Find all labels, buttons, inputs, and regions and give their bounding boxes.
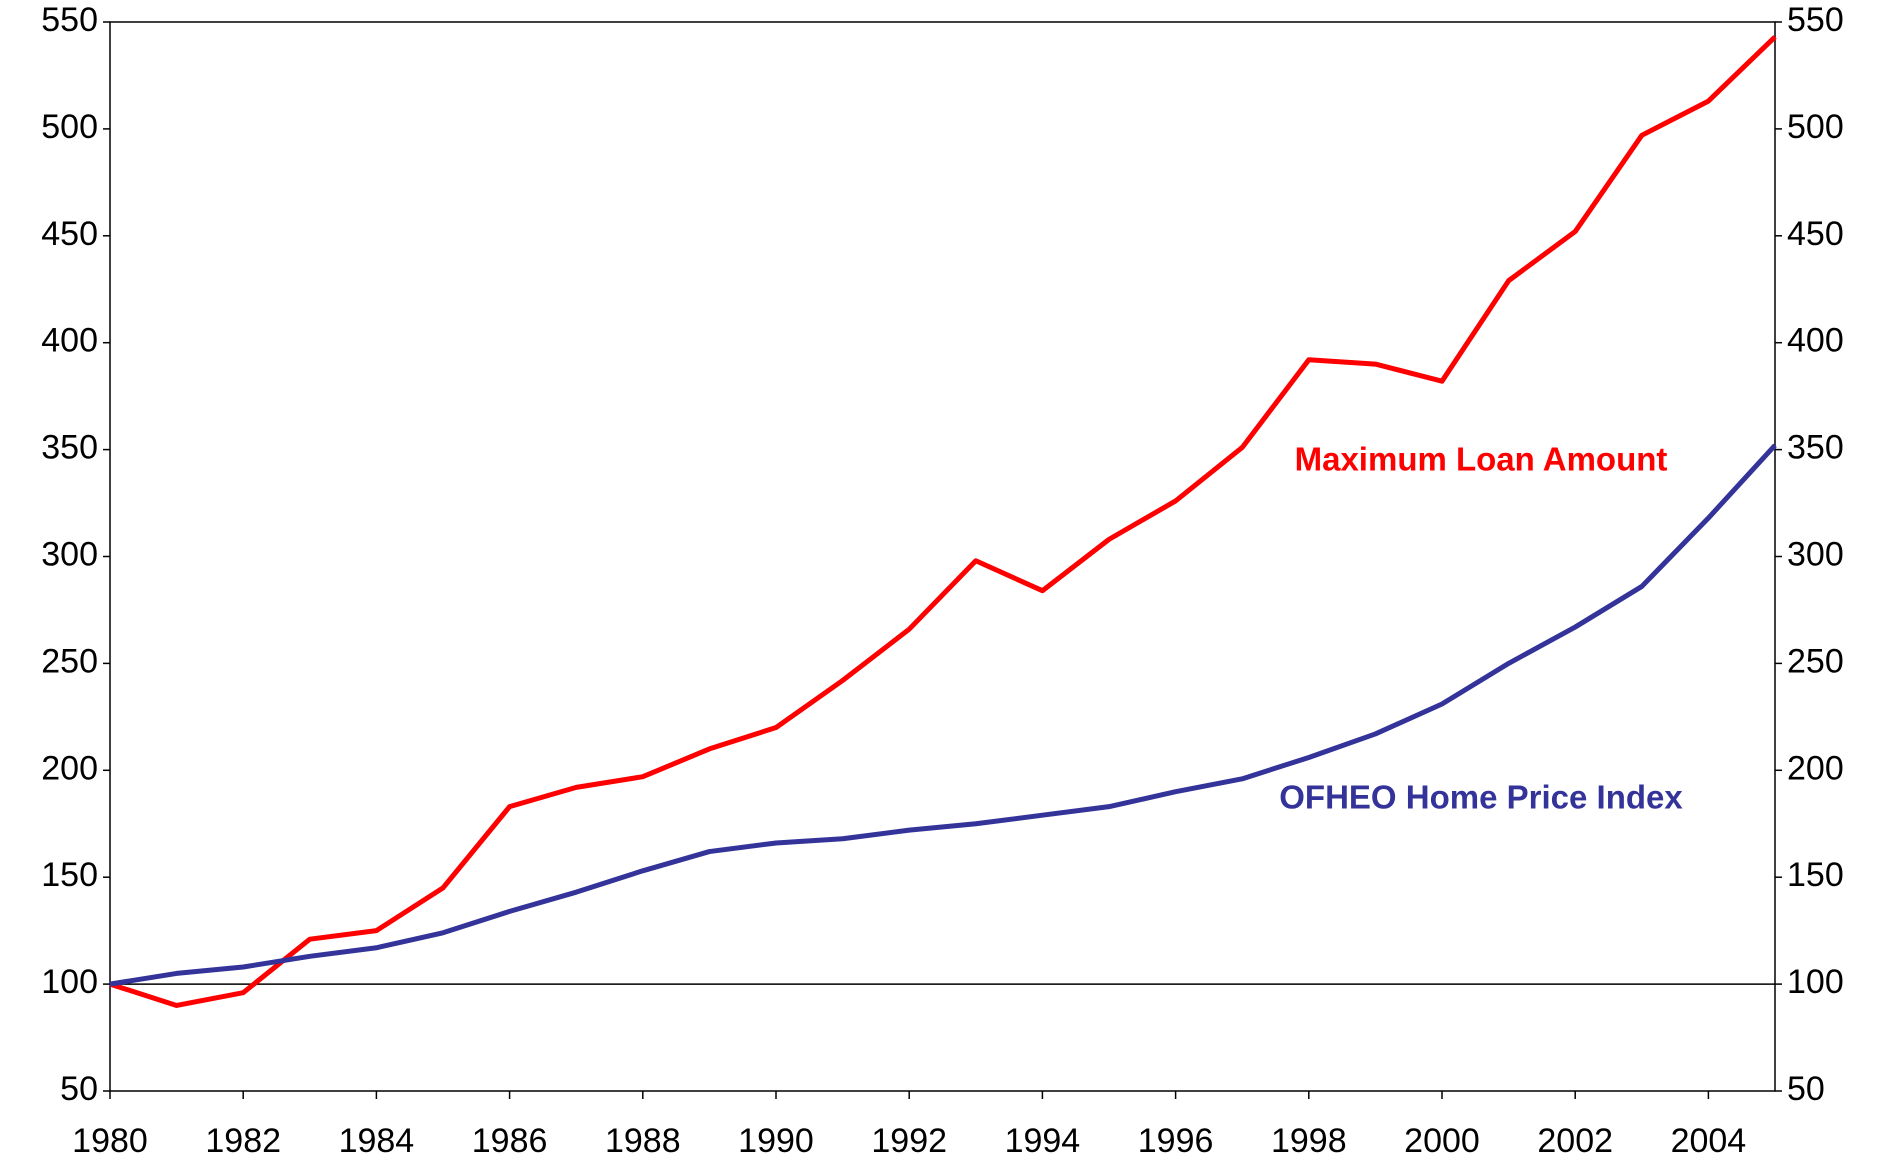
series-label: OFHEO Home Price Index bbox=[1279, 779, 1683, 816]
x-tick-label: 1996 bbox=[1138, 1122, 1214, 1160]
x-tick-label: 2002 bbox=[1537, 1122, 1613, 1160]
x-tick-label: 1982 bbox=[205, 1122, 281, 1160]
series-line bbox=[109, 443, 1777, 987]
x-tick-label: 1990 bbox=[738, 1122, 814, 1160]
series-line bbox=[109, 35, 1777, 1008]
x-tick-label: 1994 bbox=[1005, 1122, 1081, 1160]
x-tick-label: 1986 bbox=[472, 1122, 548, 1160]
y2-tick-label: 200 bbox=[1787, 749, 1844, 787]
y-tick-label: 450 bbox=[41, 215, 98, 253]
series-label: Maximum Loan Amount bbox=[1295, 441, 1668, 478]
y2-tick-label: 300 bbox=[1787, 535, 1844, 573]
y2-tick-label: 500 bbox=[1787, 108, 1844, 146]
x-tick-label: 1988 bbox=[605, 1122, 681, 1160]
y2-tick-label: 550 bbox=[1787, 1, 1844, 39]
x-tick-label: 2004 bbox=[1671, 1122, 1747, 1160]
y2-tick-label: 350 bbox=[1787, 429, 1844, 467]
y-tick-label: 300 bbox=[41, 535, 98, 573]
y-tick-label: 550 bbox=[41, 1, 98, 39]
y2-tick-label: 50 bbox=[1787, 1070, 1825, 1108]
y2-tick-label: 250 bbox=[1787, 642, 1844, 680]
x-tick-label: 1984 bbox=[339, 1122, 415, 1160]
y-tick-label: 200 bbox=[41, 749, 98, 787]
y2-tick-label: 400 bbox=[1787, 322, 1844, 360]
y2-tick-label: 100 bbox=[1787, 963, 1844, 1001]
y-tick-label: 150 bbox=[41, 856, 98, 894]
y-tick-label: 100 bbox=[41, 963, 98, 1001]
y-tick-label: 250 bbox=[41, 642, 98, 680]
y-tick-label: 400 bbox=[41, 322, 98, 360]
y-tick-label: 350 bbox=[41, 429, 98, 467]
x-tick-label: 1980 bbox=[72, 1122, 148, 1160]
y2-tick-label: 150 bbox=[1787, 856, 1844, 894]
x-tick-label: 1998 bbox=[1271, 1122, 1347, 1160]
y-tick-label: 500 bbox=[41, 108, 98, 146]
x-tick-label: 2000 bbox=[1404, 1122, 1480, 1160]
y2-tick-label: 450 bbox=[1787, 215, 1844, 253]
x-tick-label: 1992 bbox=[871, 1122, 947, 1160]
y-tick-label: 50 bbox=[60, 1070, 98, 1108]
plot-frame bbox=[109, 21, 1776, 1092]
